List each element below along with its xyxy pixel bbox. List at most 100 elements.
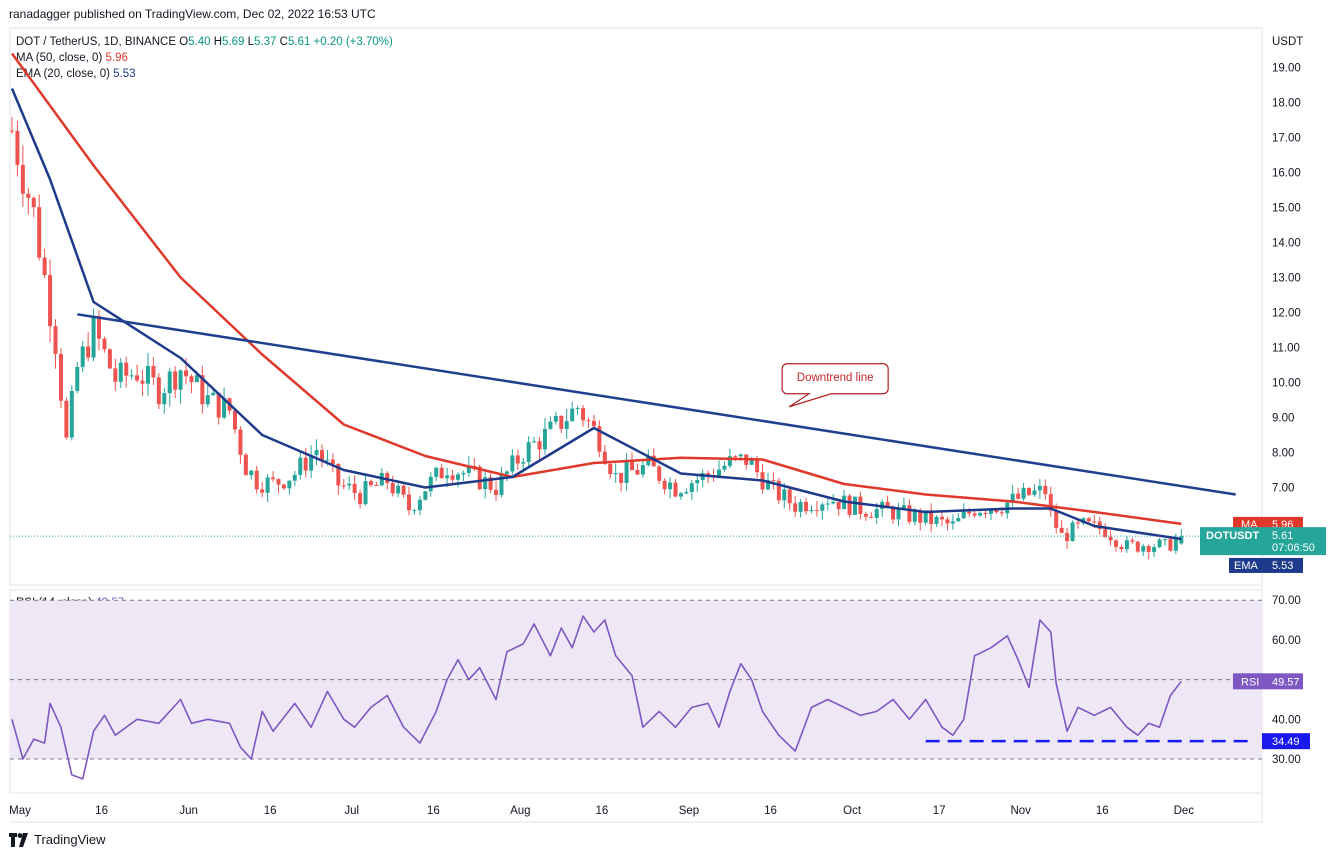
price-tick-label: 8.00 <box>1272 448 1294 460</box>
candle-body <box>1016 493 1021 499</box>
candle-body <box>929 510 934 524</box>
ema-20-line <box>10 88 1182 541</box>
candle-body <box>211 392 216 396</box>
candle-body <box>923 510 928 523</box>
candle-body <box>363 481 368 505</box>
candle-body <box>303 457 308 471</box>
ema-tag-value: 5.53 <box>1272 560 1293 572</box>
low-value: 5.37 <box>254 36 277 48</box>
candle-body <box>58 353 63 401</box>
ma-legend[interactable]: MA (50, close, 0) 5.96 <box>16 51 128 65</box>
candle-body <box>983 513 988 515</box>
candle-body <box>901 505 906 509</box>
candle-body <box>75 366 80 391</box>
candle-body <box>689 483 694 492</box>
candle-body <box>967 511 972 514</box>
tradingview-logo-icon <box>9 832 29 847</box>
candle-body <box>31 197 36 208</box>
candle-body <box>472 465 477 467</box>
candle-body <box>1173 538 1178 551</box>
candle-body <box>673 482 678 497</box>
candle-body <box>526 442 531 462</box>
candle-body <box>368 481 373 486</box>
candle-body <box>733 456 738 458</box>
candle-body <box>1152 547 1157 552</box>
downtrend-callout-box <box>781 363 889 408</box>
downtrend-line <box>77 313 1236 496</box>
candle-body <box>396 485 401 494</box>
tradingview-footer[interactable]: TradingView <box>9 832 106 847</box>
candle-body <box>423 491 428 500</box>
candle-body <box>994 509 999 513</box>
candle-body <box>1141 546 1146 552</box>
candle-body <box>1146 546 1151 552</box>
candle-body <box>434 467 439 477</box>
candle-body <box>97 316 102 339</box>
candle-body <box>1157 539 1162 548</box>
candle-body <box>885 501 890 509</box>
price-tick-label: 19.00 <box>1272 63 1301 75</box>
candle-body <box>107 349 112 369</box>
candle-body <box>439 467 444 479</box>
candle-body <box>385 472 390 484</box>
candle-body <box>961 511 966 519</box>
rsi-tick-label: 40.00 <box>1272 714 1301 726</box>
candle-body <box>613 473 618 475</box>
candle-body <box>836 501 841 510</box>
candle-body <box>999 512 1004 514</box>
candle-body <box>945 519 950 524</box>
candle-body <box>80 346 85 367</box>
time-tick-label: Dec <box>1174 805 1195 817</box>
candle-body <box>37 207 42 258</box>
candle-body <box>287 480 292 489</box>
high-label: H <box>213 36 223 48</box>
candle-body <box>787 489 792 504</box>
candle-body <box>450 475 455 480</box>
price-tag-bg <box>1200 527 1326 556</box>
candle-body <box>222 398 227 418</box>
price-tick-label: 9.00 <box>1272 413 1294 425</box>
candle-body <box>417 499 422 511</box>
candle-body <box>608 463 613 475</box>
candle-body <box>216 392 221 418</box>
time-tick-label: Jul <box>344 805 359 817</box>
candle-body <box>722 465 727 470</box>
candle-body <box>553 415 558 422</box>
candle-body <box>238 429 243 455</box>
candle-body <box>798 501 803 512</box>
candle-body <box>48 275 53 327</box>
price-tag-symbol: DOTUSDT <box>1206 530 1259 542</box>
ema-legend[interactable]: EMA (20, close, 0) 5.53 <box>16 67 136 81</box>
candle-body <box>863 514 868 517</box>
price-tick-label: 10.00 <box>1272 378 1301 390</box>
publisher-caption: ranadagger published on TradingView.com,… <box>9 7 376 21</box>
candle-body <box>461 472 466 475</box>
time-tick-label: Jun <box>179 805 198 817</box>
candle-body <box>1048 494 1053 511</box>
price-tag-value: 5.61 <box>1272 530 1293 542</box>
candle-body <box>140 380 145 384</box>
candle-body <box>314 450 319 456</box>
price-tick-label: 15.00 <box>1272 203 1301 215</box>
candle-body <box>874 508 879 518</box>
candle-body <box>1021 487 1026 499</box>
candle-body <box>515 455 520 464</box>
candle-body <box>749 460 754 465</box>
symbol-label[interactable]: DOT / TetherUS, 1D, BINANCE <box>16 36 176 48</box>
rsi-tag-label: RSI <box>1241 676 1259 688</box>
time-tick-label: 16 <box>764 805 777 817</box>
ema-tag-label: EMA <box>1234 560 1259 572</box>
candle-body <box>135 375 140 381</box>
candle-body <box>91 316 96 358</box>
candle-body <box>1065 532 1070 542</box>
rsi-tag-value: 49.57 <box>1272 676 1300 688</box>
candle-body <box>858 496 863 515</box>
candle-body <box>243 454 248 476</box>
candle-body <box>624 461 629 483</box>
candle-body <box>330 459 335 464</box>
price-tick-label: 12.00 <box>1272 308 1301 320</box>
candle-body <box>559 415 564 429</box>
candle-body <box>86 346 91 358</box>
candle-body <box>320 450 324 460</box>
